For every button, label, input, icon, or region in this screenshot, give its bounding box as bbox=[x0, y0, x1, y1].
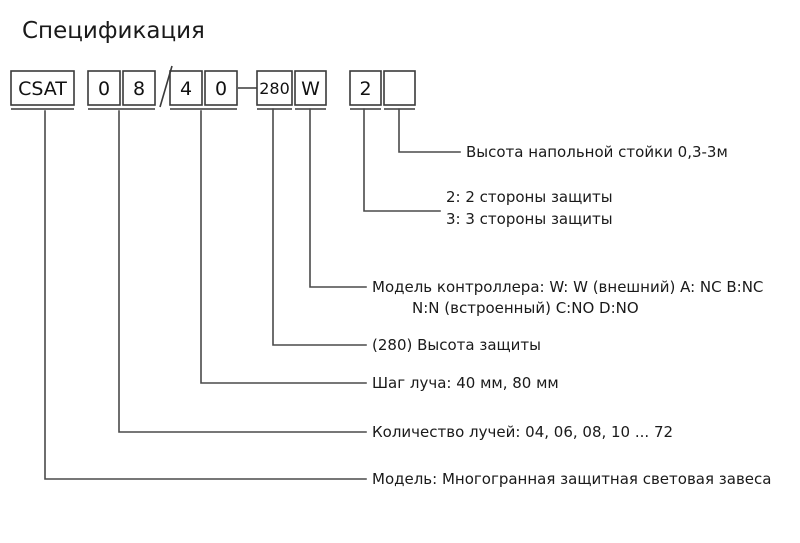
leader-beam-count bbox=[118, 110, 367, 433]
leader-protection-height bbox=[272, 108, 367, 346]
code-box-pitch-tens[interactable]: 4 bbox=[169, 70, 203, 106]
code-box-pitch-units[interactable]: 0 bbox=[204, 70, 238, 106]
leader-protection-sides bbox=[363, 108, 441, 212]
code-box-beams-units-value: 8 bbox=[133, 78, 145, 100]
callout-protection-sides-line-1: 2: 2 стороны защиты bbox=[446, 188, 613, 206]
code-box-series[interactable]: CSAT bbox=[10, 70, 75, 110]
callout-model-name-label: Модель: Многогранная защитная световая з… bbox=[372, 470, 771, 488]
leader-lines bbox=[44, 108, 461, 480]
callout-controller-model-line-1: Модель контроллера: W: W (внешний) A: NC… bbox=[372, 278, 763, 296]
callout-beam-pitch-label: Шаг луча: 40 мм, 80 мм bbox=[372, 374, 559, 392]
code-box-series-value: CSAT bbox=[18, 78, 67, 100]
code-box-beams-tens[interactable]: 0 bbox=[87, 70, 121, 106]
callout-labels: Высота напольной стойки 0,3-3м 2: 2 стор… bbox=[372, 143, 771, 488]
slash-separator-icon bbox=[159, 65, 173, 108]
code-box-pitch-units-value: 0 bbox=[215, 78, 227, 100]
code-box-protection-sides[interactable]: 2 bbox=[349, 70, 382, 110]
callout-protection-height-label: (280) Высота защиты bbox=[372, 336, 541, 354]
callout-controller-model-line-2: N:N (встроенный) C:NO D:NO bbox=[412, 299, 639, 317]
leader-stand-height bbox=[398, 108, 461, 153]
leader-model-name bbox=[44, 110, 367, 480]
model-code-boxes: CSAT 0 8 4 0 280 bbox=[10, 65, 416, 110]
callout-protection-sides-line-2: 3: 3 стороны защиты bbox=[446, 210, 613, 228]
code-box-stand-height[interactable] bbox=[383, 70, 416, 110]
callout-stand-height-label: Высота напольной стойки 0,3-3м bbox=[466, 143, 728, 161]
code-box-beams-units[interactable]: 8 bbox=[122, 70, 156, 106]
code-box-controller[interactable]: W bbox=[294, 70, 327, 110]
page-title: Спецификация bbox=[22, 18, 205, 44]
leader-controller-model bbox=[309, 108, 367, 288]
leader-beam-pitch bbox=[200, 110, 367, 384]
code-box-controller-value: W bbox=[301, 78, 320, 100]
code-box-protection-sides-value: 2 bbox=[359, 78, 371, 100]
code-box-protection-height-value: 280 bbox=[259, 79, 290, 98]
code-box-beams-tens-value: 0 bbox=[98, 78, 110, 100]
callout-beam-count-label: Количество лучей: 04, 06, 08, 10 ... 72 bbox=[372, 423, 673, 441]
code-box-pitch-tens-value: 4 bbox=[180, 78, 192, 100]
code-box-protection-height[interactable]: 280 bbox=[256, 70, 293, 110]
